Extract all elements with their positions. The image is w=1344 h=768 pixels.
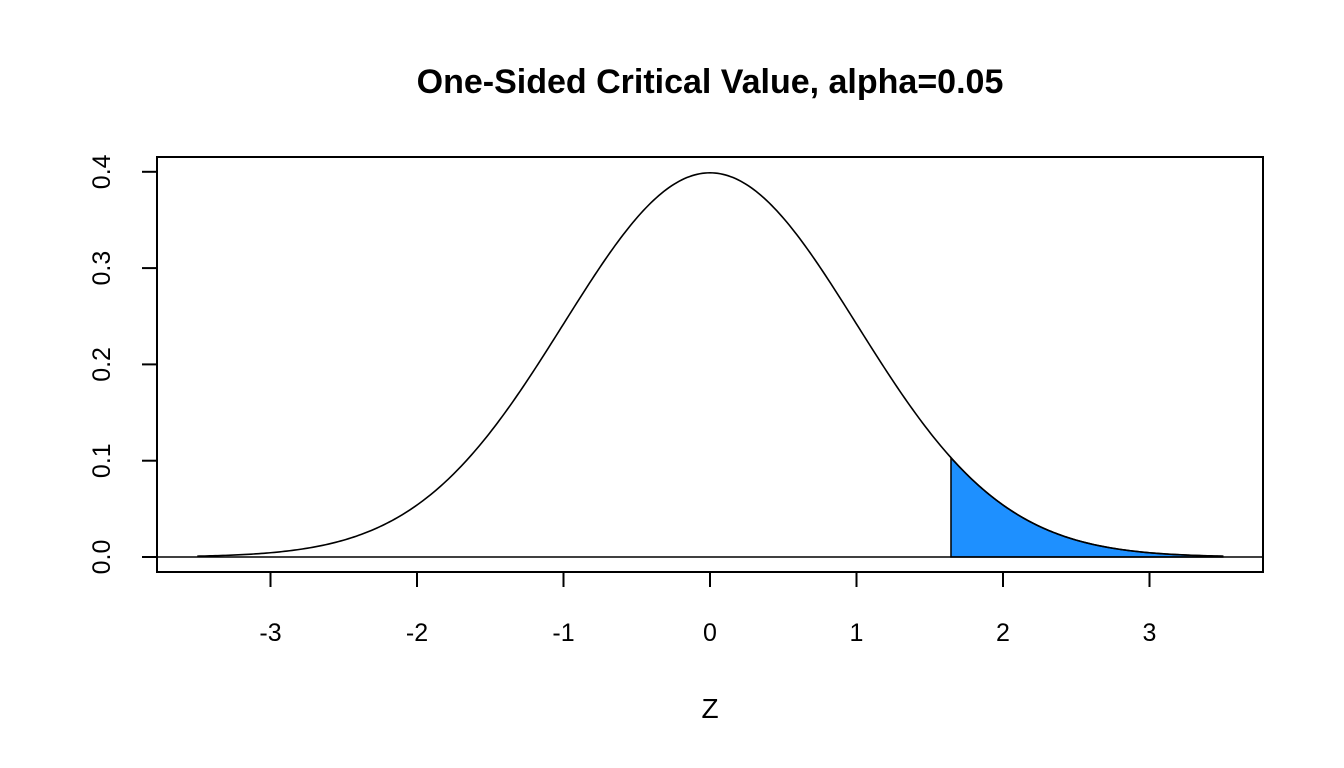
x-axis-label: Z <box>701 693 718 724</box>
critical-region-fill <box>950 455 1224 558</box>
y-tick-label: 0.0 <box>88 540 116 575</box>
y-tick-label: 0.3 <box>88 251 116 286</box>
x-tick-label: -2 <box>406 619 428 647</box>
x-tick-label: 0 <box>703 619 717 647</box>
plot-area-border <box>156 156 1264 573</box>
density-curve <box>197 172 1223 557</box>
x-tick-label: 2 <box>996 619 1010 647</box>
y-tick-label: 0.4 <box>88 154 116 189</box>
x-tick-label: -3 <box>259 619 281 647</box>
x-tick-label: 1 <box>850 619 864 647</box>
y-axis: 0.0 0.1 0.2 0.3 0.4 <box>88 154 158 575</box>
x-tick-label: -1 <box>552 619 574 647</box>
y-tick-label: 0.2 <box>88 347 116 382</box>
x-axis: -3 -2 -1 0 1 2 3 <box>259 571 1157 647</box>
chart-title: One-Sided Critical Value, alpha=0.05 <box>417 63 1004 101</box>
x-tick-label: 3 <box>1143 619 1157 647</box>
y-tick-label: 0.1 <box>88 443 116 478</box>
